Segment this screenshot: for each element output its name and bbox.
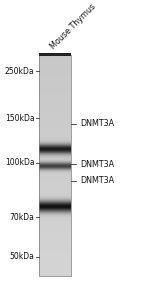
- Bar: [39, 55, 70, 276]
- Text: 70kDa: 70kDa: [9, 213, 34, 222]
- Text: DNMT3A: DNMT3A: [81, 176, 115, 186]
- Text: Mouse Thymus: Mouse Thymus: [49, 2, 98, 51]
- Text: DNMT3A: DNMT3A: [81, 159, 115, 168]
- Text: 50kDa: 50kDa: [9, 252, 34, 261]
- Text: 250kDa: 250kDa: [5, 67, 34, 76]
- Text: 100kDa: 100kDa: [5, 158, 34, 167]
- Text: 150kDa: 150kDa: [5, 114, 34, 123]
- Text: DNMT3A: DNMT3A: [81, 119, 115, 128]
- Bar: [39, 53, 70, 56]
